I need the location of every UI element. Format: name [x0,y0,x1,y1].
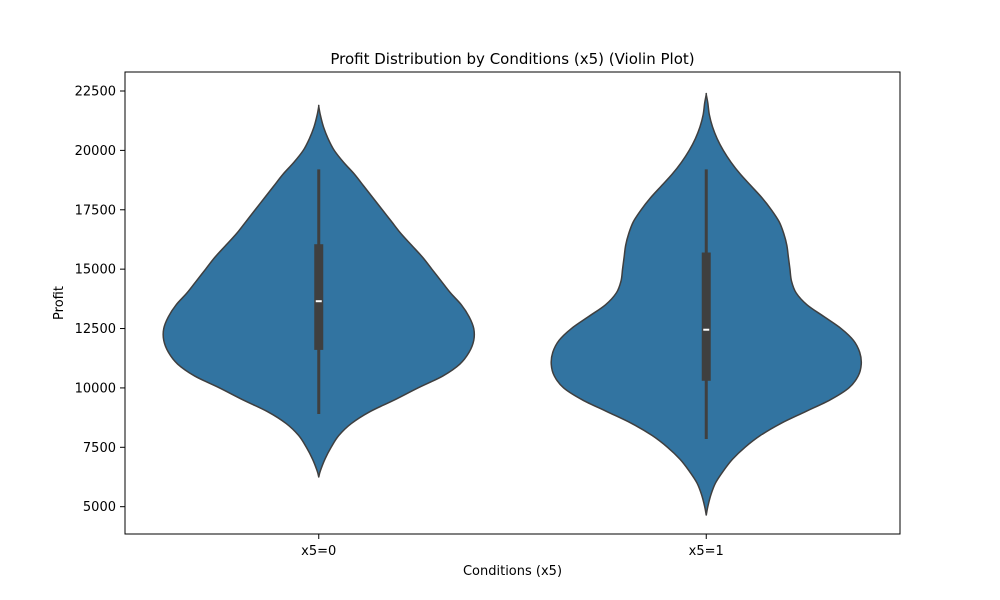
y-tick-label: 17500 [75,203,116,218]
plot-frame [124,71,901,535]
y-tick-label: 7500 [83,441,116,456]
y-tick-label: 22500 [75,85,116,100]
y-axis: 5000 7500 10000 12500 15000 17500 20000 22500 [75,85,125,515]
chart-title: Profit Distribution by Conditions (x5) (… [330,50,694,68]
y-tick-label: 5000 [83,500,116,515]
violin-iqr-box-x5=0 [314,244,324,350]
y-tick-label: 12500 [75,322,116,337]
y-tick-label: 10000 [75,381,116,396]
y-tick-label: 20000 [75,144,116,159]
y-axis-label: Profit [52,286,67,320]
x-tick-label: x5=1 [689,544,724,559]
y-tick-label: 15000 [75,263,116,278]
x-axis: x5=0 x5=1 [301,534,724,559]
x-axis-label: Conditions (x5) [463,564,562,579]
x-tick-label: x5=0 [301,544,336,559]
violin-iqr-box-x5=1 [701,252,711,381]
plot-area [162,92,863,516]
